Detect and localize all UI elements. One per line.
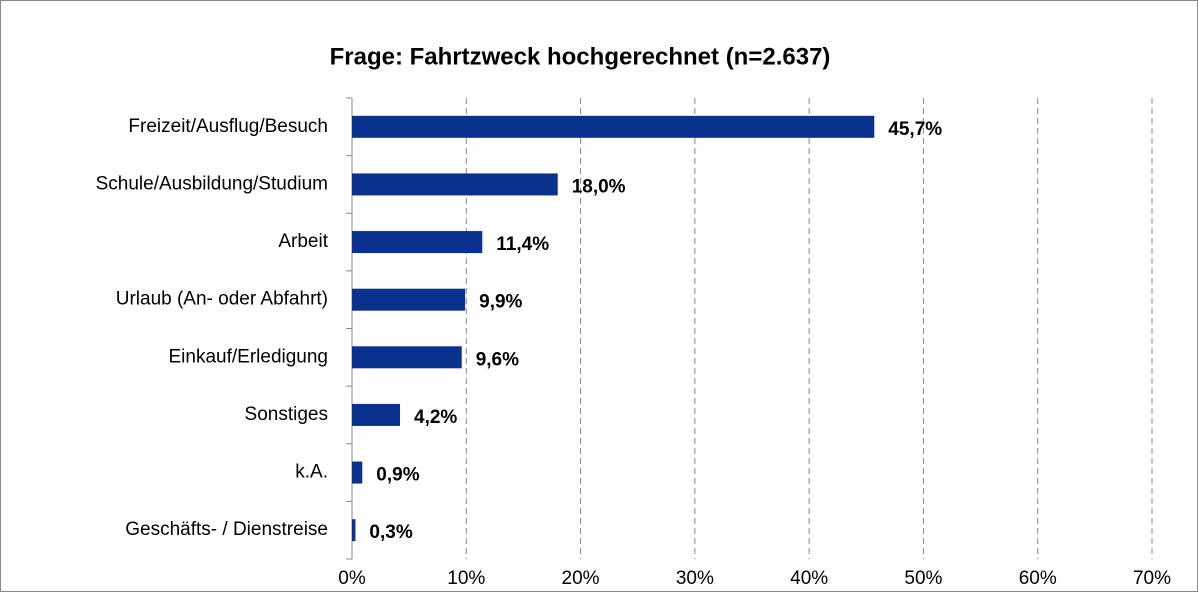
x-tick-label: 60% bbox=[1019, 568, 1057, 589]
x-tick-label: 50% bbox=[904, 568, 942, 589]
y-tick-label: Einkauf/Erledigung bbox=[169, 346, 329, 367]
x-tick-label: 20% bbox=[562, 568, 600, 589]
y-tick-label: Schule/Ausbildung/Studium bbox=[96, 173, 328, 194]
bar bbox=[352, 231, 483, 254]
y-tick-label: Arbeit bbox=[278, 231, 328, 252]
value-label: 4,2% bbox=[414, 407, 457, 428]
bar bbox=[352, 173, 558, 196]
value-label: 0,3% bbox=[369, 522, 412, 543]
y-tick-label: Urlaub (An- oder Abfahrt) bbox=[116, 289, 328, 310]
bar bbox=[352, 115, 875, 138]
value-label: 45,7% bbox=[888, 119, 942, 140]
x-tick-label: 70% bbox=[1133, 568, 1171, 589]
value-label: 11,4% bbox=[496, 234, 549, 255]
x-tick-label: 0% bbox=[338, 568, 366, 589]
chart-title: Frage: Fahrtzweck hochgerechnet (n=2.637… bbox=[330, 43, 831, 70]
x-tick-label: 40% bbox=[790, 568, 828, 589]
bar bbox=[352, 346, 462, 369]
x-tick-label: 10% bbox=[447, 568, 485, 589]
value-label: 18,0% bbox=[572, 176, 626, 197]
bar bbox=[352, 403, 400, 426]
y-tick-label: k.A. bbox=[295, 462, 328, 483]
x-tick-label: 30% bbox=[676, 568, 714, 589]
value-label: 0,9% bbox=[376, 465, 419, 486]
value-label: 9,9% bbox=[479, 292, 522, 313]
value-label: 9,6% bbox=[476, 349, 519, 370]
y-tick-label: Geschäfts- / Dienstreise bbox=[125, 519, 328, 540]
bar bbox=[352, 461, 363, 484]
y-tick-label: Freizeit/Ausflug/Besuch bbox=[128, 116, 328, 137]
bar bbox=[352, 519, 356, 542]
y-tick-label: Sonstiges bbox=[245, 404, 328, 425]
bar bbox=[352, 288, 466, 311]
